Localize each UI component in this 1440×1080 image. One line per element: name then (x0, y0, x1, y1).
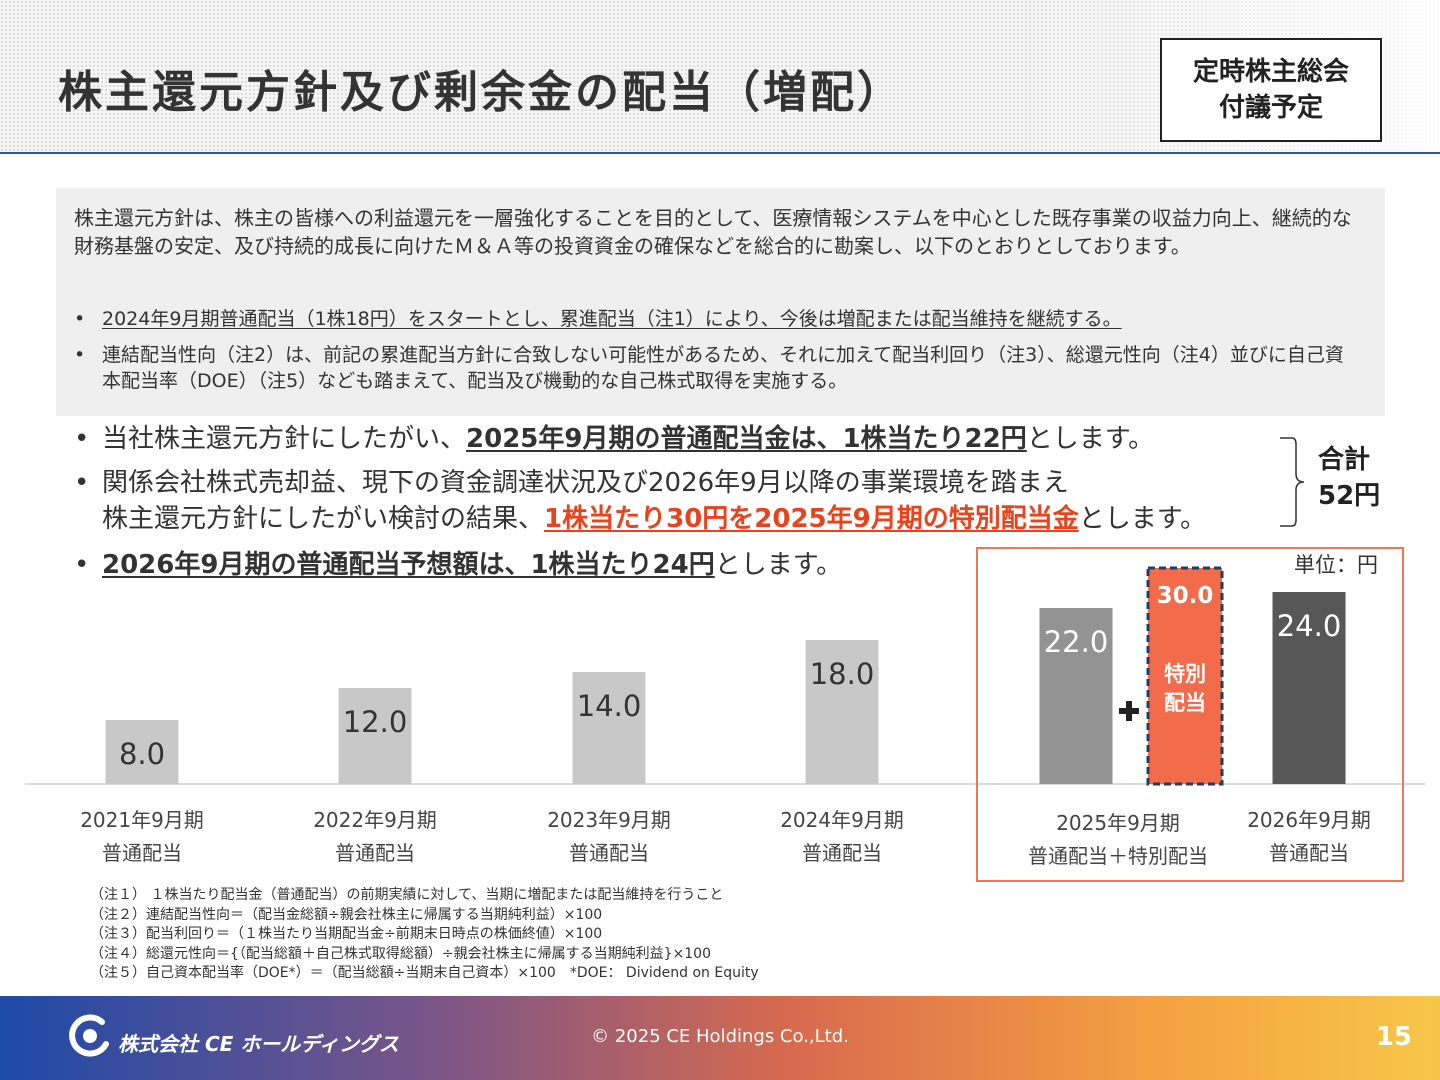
unit-label: 単位：円 (1294, 553, 1378, 577)
page-number: 15 (1375, 1022, 1412, 1052)
highlight-box (976, 547, 1404, 882)
bar-label-1: 8.0 (119, 737, 165, 771)
category-label-6-line2: 普通配当 (1269, 841, 1349, 865)
bar-label-3: 14.0 (577, 689, 642, 723)
company-logo-icon (69, 1014, 109, 1057)
main-b1-bold: 2025年9月期の普通配当金は、1株当たり22円 (466, 424, 1027, 454)
main-b3-post: とします。 (714, 550, 843, 580)
bullet-dot: • (74, 550, 90, 580)
footnote-2: （注２）連結配当性向＝（配当金総額÷親会社株主に帰属する当期純利益）×100 (90, 906, 603, 923)
total-label-block: 合計 52円 (1318, 442, 1380, 514)
bullet-dot: • (74, 468, 90, 498)
bar-label-2: 12.0 (343, 705, 408, 739)
main-b3-bold: 2026年9月期の普通配当予想額は、1株当たり24円 (102, 550, 715, 580)
footnote-4: （注４）総還元性向＝{（配当総額＋自己株式取得総額）÷親会社株主に帰属する当期純… (90, 945, 711, 962)
page-title: 株主還元方針及び剰余金の配当（増配） (58, 67, 904, 118)
total-label: 合計 (1318, 445, 1371, 475)
policy-box: 株主還元方針は、株主の皆様への利益還元を一層強化することを目的として、医療情報シ… (56, 188, 1385, 416)
policy-bullet-1-text: 2024年9月期普通配当（1株18円）をスタートとし、累進配当（注1）により、今… (102, 308, 1122, 330)
header-divider (0, 152, 1440, 154)
footnote-1: （注１） １株当たり配当金（普通配当）の前期実績に対して、当期に増配または配当維… (90, 887, 724, 903)
bar-4 (805, 640, 879, 784)
bullet-dot: • (74, 308, 86, 330)
footer: 株式会社 CE ホールディングス © 2025 CE Holdings Co.,… (0, 996, 1440, 1080)
footnotes: （注１） １株当たり配当金（普通配当）の前期実績に対して、当期に増配または配当維… (90, 886, 759, 984)
badge-line2: 付議予定 (1218, 93, 1323, 123)
category-label-6-line1: 2026年9月期 (1247, 808, 1371, 832)
copyright: © 2025 CE Holdings Co.,Ltd. (591, 1026, 849, 1047)
main-b2-line1: 関係会社株式売却益、現下の資金調達状況及び2026年9月以降の事業環境を踏まえ (102, 468, 1069, 498)
category-label-4-line1: 2024年9月期 (780, 808, 904, 832)
category-label-5-line2: 普通配当＋特別配当 (1028, 844, 1208, 868)
main-b2-post: とします。 (1078, 504, 1207, 534)
special-bar-text-line1: 特別 (1164, 662, 1206, 686)
footnote-3: （注３）配当利回り＝（１株当たり当期配当金÷前期末日時点の株価終値）×100 (90, 926, 603, 942)
footnote-5: （注５）自己資本配当率（DOE*）＝（配当総額÷当期末自己資本）×100 *DO… (90, 965, 759, 981)
category-label-5-line1: 2025年9月期 (1056, 811, 1180, 835)
dividend-chart: 単位：円 8.02021年9月期普通配当12.02022年9月期普通配当14.0… (25, 547, 1425, 882)
category-label-2-line2: 普通配当 (335, 841, 415, 865)
plus-icon-v (1126, 701, 1132, 721)
bullet-dot: • (74, 344, 86, 366)
bar-1 (105, 720, 179, 784)
category-label-2-line1: 2022年9月期 (313, 808, 437, 832)
bullet-dot: • (74, 424, 90, 454)
main-b2-pre: 株主還元方針にしたがい検討の結果、 (102, 504, 545, 534)
category-label-1-line2: 普通配当 (102, 841, 182, 865)
badge-line1: 定時株主総会 (1192, 57, 1349, 87)
bar-6 (1272, 592, 1346, 784)
special-bar-text-line2: 配当 (1164, 691, 1206, 715)
main-b2-red: 1株当たり30円を2025年9月期の特別配当金 (544, 504, 1079, 534)
bar-3 (572, 672, 646, 784)
total-value: 52円 (1318, 481, 1381, 511)
bar-label-5: 22.0 (1044, 625, 1109, 659)
special-dividend-bar (1146, 566, 1224, 786)
bar-2 (338, 688, 412, 784)
bar-5 (1039, 608, 1113, 784)
category-label-4-line2: 普通配当 (802, 841, 882, 865)
bar-label-4: 18.0 (810, 657, 875, 691)
policy-bullet-2-text: 連結配当性向（注2）は、前記の累進配当方針に合致しない可能性があるため、それに加… (102, 344, 1344, 392)
bar-label-6: 24.0 (1277, 609, 1342, 643)
company-name: 株式会社 CE ホールディングス (118, 1032, 399, 1056)
agm-badge: 定時株主総会 付議予定 (1160, 38, 1382, 142)
main-b1-pre: 当社株主還元方針にしたがい、 (102, 424, 467, 454)
policy-intro: 株主還元方針は、株主の皆様への利益還元を一層強化することを目的として、医療情報シ… (74, 206, 1352, 258)
special-bar-label: 30.0 (1157, 583, 1214, 609)
total-bracket (1280, 437, 1305, 527)
category-label-3-line1: 2023年9月期 (547, 808, 671, 832)
main-b1-post: とします。 (1026, 424, 1155, 454)
category-label-3-line2: 普通配当 (569, 841, 649, 865)
category-label-1-line1: 2021年9月期 (80, 808, 204, 832)
